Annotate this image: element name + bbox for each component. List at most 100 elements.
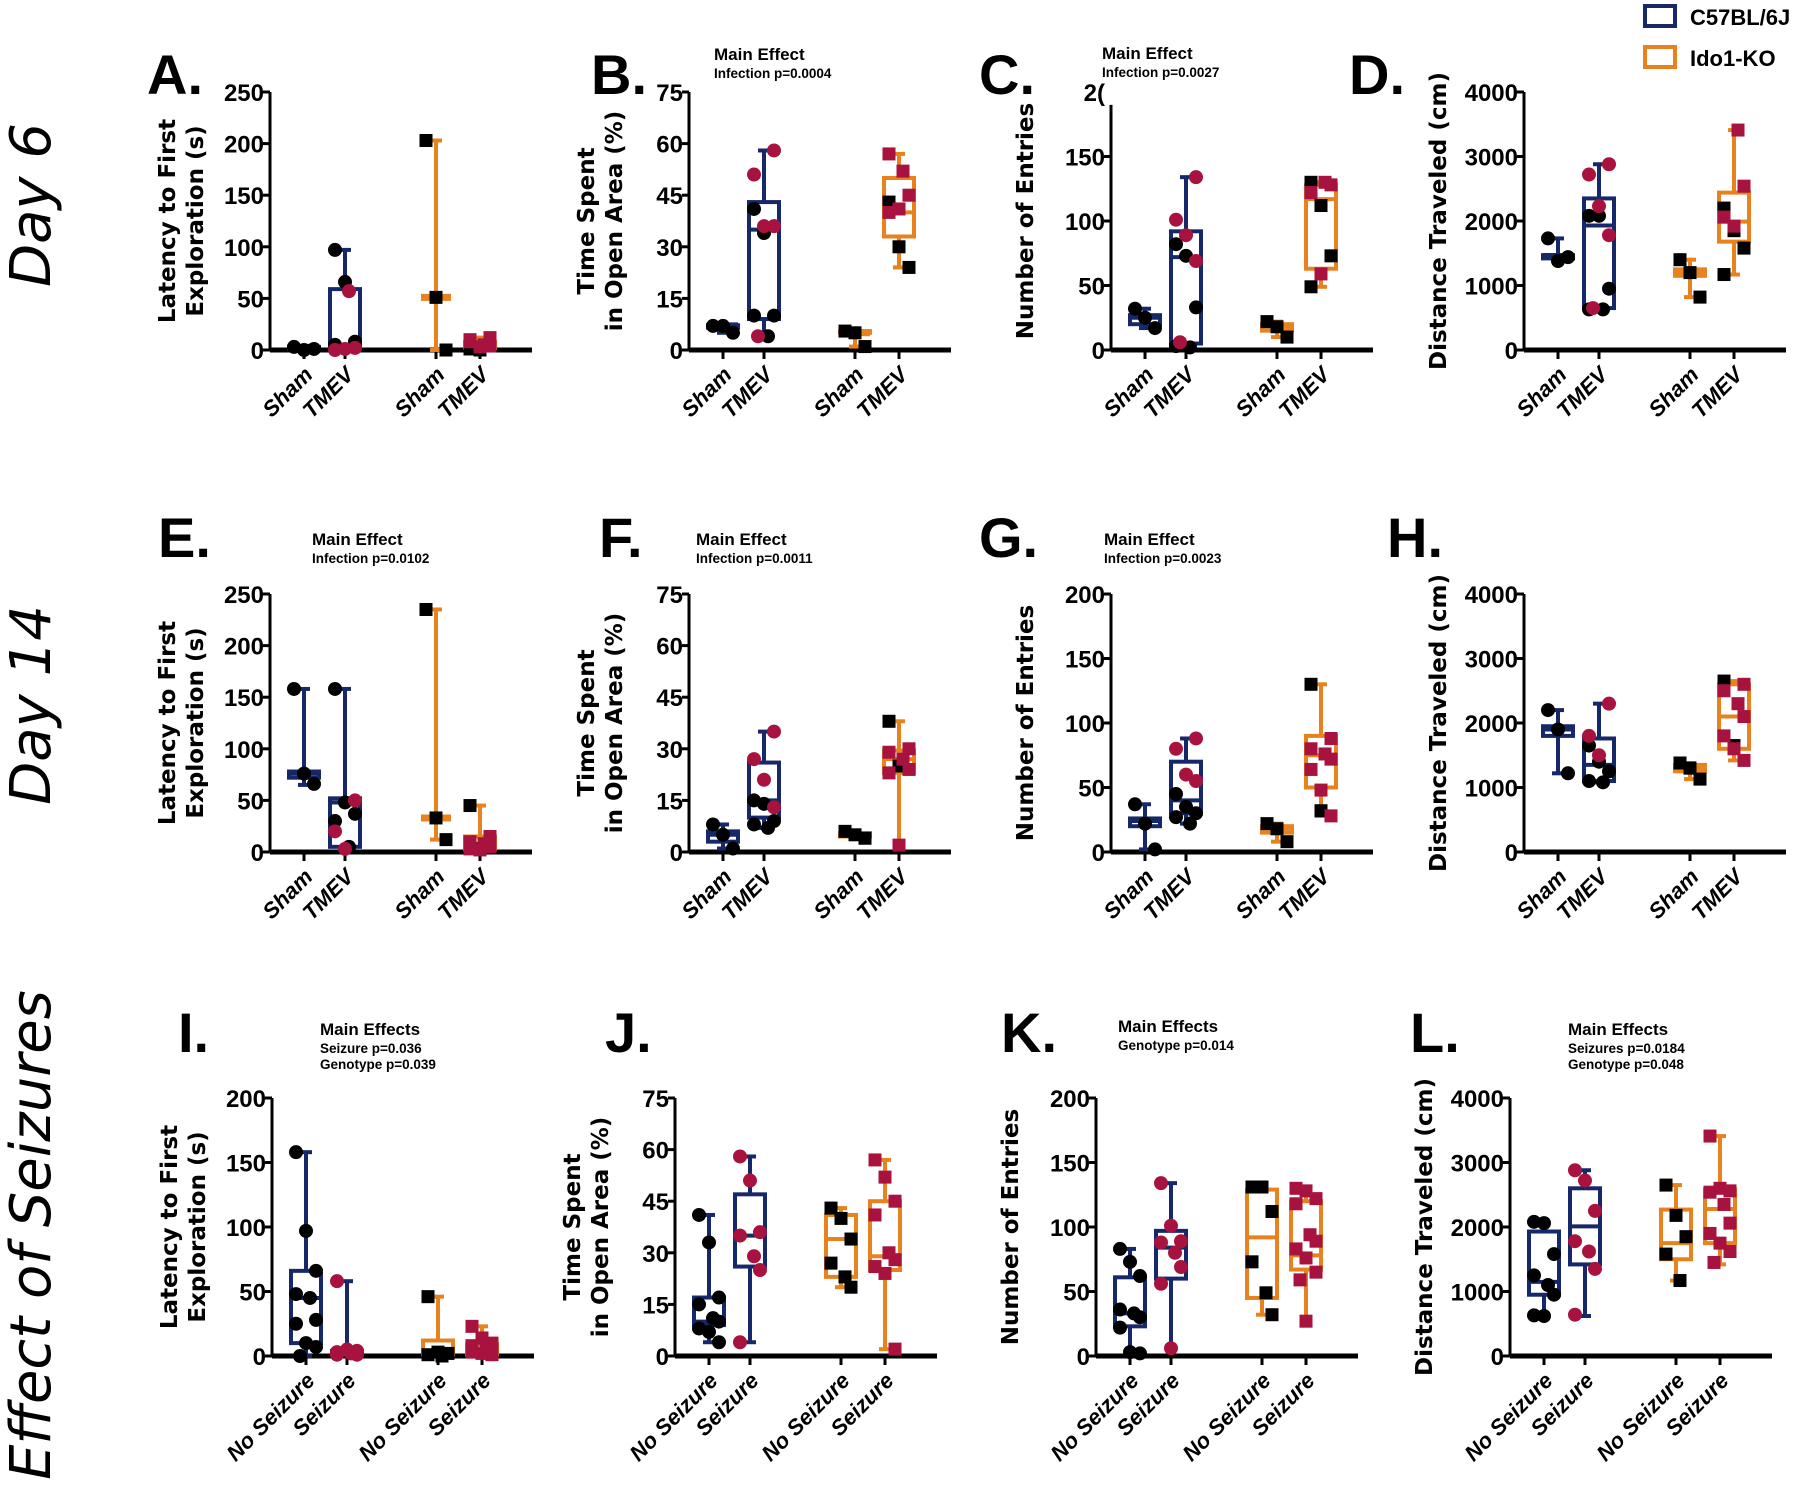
- data-point: [868, 1208, 882, 1222]
- box-group: [421, 1290, 455, 1363]
- data-point: [1270, 320, 1284, 334]
- data-point: [1693, 290, 1707, 304]
- data-point: [1537, 1216, 1551, 1231]
- box-group: [1304, 175, 1338, 294]
- data-point: [1309, 1234, 1323, 1248]
- panel-letter: C.: [979, 43, 1035, 106]
- data-point: [1731, 123, 1745, 137]
- data-point: [287, 681, 301, 696]
- data-point: [1189, 731, 1203, 746]
- annotation-text: Main Effects: [1568, 1020, 1668, 1039]
- data-point: [747, 752, 761, 767]
- data-point: [1189, 774, 1203, 789]
- box-group: [1260, 817, 1294, 849]
- annotation-text: Genotype p=0.014: [1118, 1038, 1234, 1053]
- data-point: [1602, 764, 1616, 779]
- panel-d: D. Distance Traveled (cm) 0 1000 2000 3000 400…: [1349, 43, 1786, 423]
- data-point: [892, 240, 906, 254]
- data-point: [419, 602, 433, 616]
- y-axis-label: Latency to First: [155, 621, 181, 825]
- panel-g: G. Main Effect Infection p=0.0023 Number of…: [979, 506, 1373, 925]
- data-point: [1260, 817, 1274, 831]
- legend-label-ido1: Ido1-KO: [1690, 46, 1776, 71]
- data-point: [1723, 1216, 1737, 1230]
- data-point: [1133, 1346, 1147, 1361]
- annotation-text: Main Effect: [1104, 530, 1195, 549]
- data-point: [1133, 1310, 1147, 1325]
- data-point: [824, 1256, 838, 1270]
- panel-letter: F.: [599, 506, 643, 569]
- box-group: [838, 824, 872, 845]
- data-point: [1727, 219, 1741, 233]
- data-point: [1169, 741, 1183, 756]
- y-tick-label: 100: [1065, 209, 1105, 236]
- data-point: [1293, 1273, 1307, 1287]
- row-label-day6: Day 6: [0, 123, 64, 287]
- data-point: [289, 1287, 303, 1302]
- data-point: [1245, 1255, 1259, 1269]
- data-point: [1270, 822, 1284, 836]
- box-group: [1128, 797, 1162, 857]
- y-tick-label: 100: [224, 737, 264, 764]
- data-point: [751, 329, 765, 344]
- y-tick-label: 1000: [1465, 776, 1518, 803]
- box-group: [330, 1274, 364, 1362]
- data-point: [767, 143, 781, 158]
- data-point: [1265, 1308, 1279, 1322]
- data-point: [1324, 178, 1338, 192]
- data-point: [1582, 208, 1596, 223]
- data-point: [1547, 1287, 1561, 1302]
- y-axis-label: Time Spent: [574, 147, 600, 294]
- data-point: [1588, 1261, 1602, 1276]
- y-tick-label: 2000: [1451, 1215, 1504, 1242]
- data-point: [1713, 1236, 1727, 1250]
- y-axis-label: Distance Traveled (cm): [1426, 72, 1452, 370]
- y-tick-label: 100: [224, 235, 264, 262]
- y-tick-label: 200: [224, 634, 264, 661]
- data-point: [1693, 772, 1707, 786]
- data-point: [1260, 315, 1274, 329]
- data-point: [1737, 710, 1751, 724]
- y-tick-label: 0: [251, 338, 264, 365]
- data-point: [475, 1346, 489, 1360]
- y-tick-label: 30: [656, 737, 683, 764]
- data-point: [1717, 268, 1731, 282]
- data-point: [882, 195, 896, 209]
- data-point: [485, 1348, 499, 1362]
- data-point: [1713, 1181, 1727, 1195]
- data-point: [1659, 1247, 1673, 1261]
- data-point: [1154, 1176, 1168, 1191]
- data-point: [421, 1290, 435, 1304]
- box-group: [1703, 1129, 1737, 1269]
- data-point: [1289, 1242, 1303, 1256]
- y-tick-label: 0: [1491, 1344, 1504, 1371]
- data-point: [726, 325, 740, 340]
- data-point: [1189, 170, 1203, 185]
- data-point: [1737, 179, 1751, 193]
- y-tick-label: 45: [656, 685, 683, 712]
- data-point: [747, 1249, 761, 1264]
- data-point: [726, 841, 740, 856]
- x-tick-label: TMEV: [1274, 862, 1337, 925]
- y-tick-label: 30: [642, 1241, 669, 1268]
- data-point: [1314, 267, 1328, 281]
- data-point: [1541, 703, 1555, 718]
- annotation-text: Main Effects: [320, 1020, 420, 1039]
- data-point: [1673, 756, 1687, 770]
- data-point: [1737, 753, 1751, 767]
- box-group: [692, 1207, 726, 1350]
- panel-letter: E.: [158, 506, 211, 569]
- annotation-text: Infection p=0.0027: [1102, 65, 1219, 80]
- box-group: [1169, 170, 1203, 355]
- data-point: [1324, 731, 1338, 745]
- data-point: [1304, 762, 1318, 776]
- x-tick-label: TMEV: [1687, 360, 1750, 423]
- y-tick-label: 150: [224, 183, 264, 210]
- data-point: [848, 828, 862, 842]
- y-tick-label: 2000: [1465, 711, 1518, 738]
- data-point: [1582, 738, 1596, 753]
- y-tick-label: 50: [1078, 776, 1105, 803]
- data-point: [309, 1312, 323, 1327]
- box-group: [1304, 677, 1338, 823]
- data-point: [1169, 237, 1183, 252]
